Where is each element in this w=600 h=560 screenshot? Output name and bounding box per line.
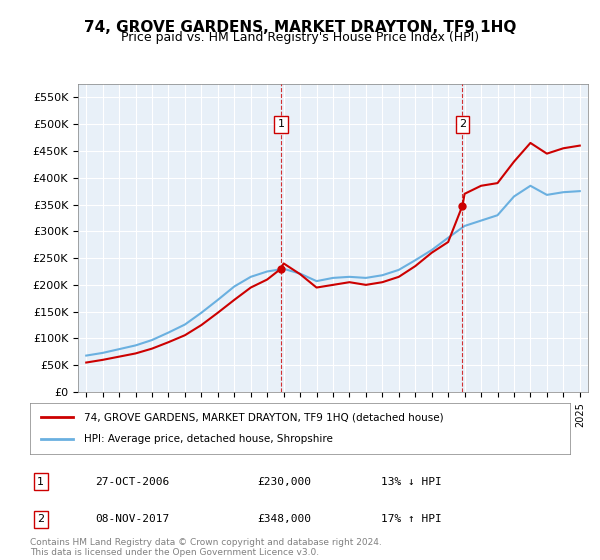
Text: 17% ↑ HPI: 17% ↑ HPI <box>381 514 442 524</box>
Text: 74, GROVE GARDENS, MARKET DRAYTON, TF9 1HQ (detached house): 74, GROVE GARDENS, MARKET DRAYTON, TF9 1… <box>84 412 443 422</box>
Text: HPI: Average price, detached house, Shropshire: HPI: Average price, detached house, Shro… <box>84 435 333 445</box>
Text: 27-OCT-2006: 27-OCT-2006 <box>95 477 169 487</box>
Text: 2: 2 <box>37 514 44 524</box>
Text: Contains HM Land Registry data © Crown copyright and database right 2024.
This d: Contains HM Land Registry data © Crown c… <box>30 538 382 557</box>
Text: 1: 1 <box>277 119 284 129</box>
Text: 74, GROVE GARDENS, MARKET DRAYTON, TF9 1HQ: 74, GROVE GARDENS, MARKET DRAYTON, TF9 1… <box>84 20 516 35</box>
Text: 2: 2 <box>459 119 466 129</box>
Text: £348,000: £348,000 <box>257 514 311 524</box>
Text: 13% ↓ HPI: 13% ↓ HPI <box>381 477 442 487</box>
Text: £230,000: £230,000 <box>257 477 311 487</box>
Text: 08-NOV-2017: 08-NOV-2017 <box>95 514 169 524</box>
Text: Price paid vs. HM Land Registry's House Price Index (HPI): Price paid vs. HM Land Registry's House … <box>121 31 479 44</box>
Text: 1: 1 <box>37 477 44 487</box>
